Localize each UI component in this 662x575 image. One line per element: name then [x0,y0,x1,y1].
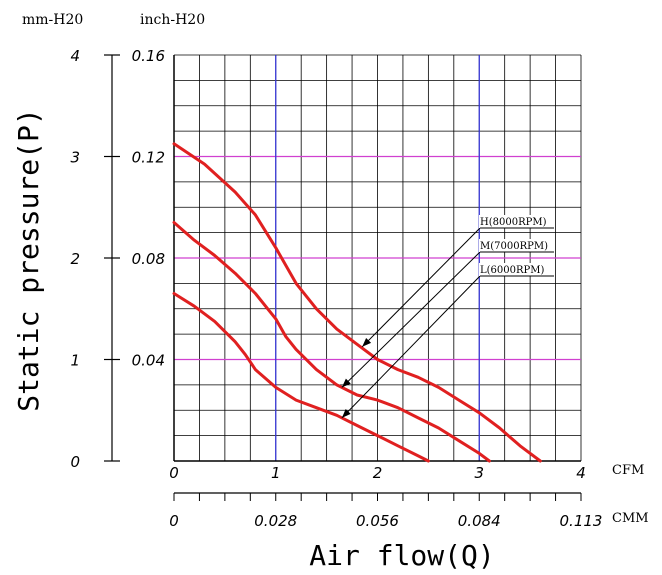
mm-tick-label: 3 [70,149,80,167]
cmm-tick-label: 0 [169,512,179,530]
annotation-label: L(6000RPM) [480,265,544,276]
cfm-tick-label: 4 [576,464,586,482]
cfm-unit-label: CFM [612,463,644,478]
annotation-arrowhead [341,409,351,418]
curve-m-7000rpm [172,221,491,463]
inch-tick-label: 0.16 [132,47,165,65]
mm-tick-label: 0 [70,453,80,471]
mm-tick-label: 4 [70,47,80,65]
cfm-tick-label: 2 [373,464,383,482]
annotation-label-bg [479,239,555,252]
annotation-arrowhead [362,338,372,347]
inch-tick-label: 0.08 [132,250,165,268]
cmm-tick-label: 0.113 [560,512,603,530]
axes [104,54,582,501]
annotation-label-bg [479,263,555,276]
unit-inch-label: inch-H20 [140,12,205,28]
mm-tick-label: 2 [70,250,80,268]
annotation-label-bg [479,215,555,228]
cfm-tick-label: 0 [169,464,179,482]
mm-tick-label: 1 [70,352,80,370]
cmm-tick-label: 0.028 [254,512,297,530]
annotation-leader [341,275,481,419]
tick-labels: 0 1 2 3 4 0 0.028 0.056 0.084 0.113 0 1 2 3 4 0.04 0.08 0… [70,47,602,530]
cmm-tick-label: 0.056 [356,512,399,530]
cfm-tick-label: 1 [271,464,281,482]
y-axis-title: Static pressure(P) [12,108,45,411]
annotations: H(8000RPM) M(7000RPM) L(6000RPM) [341,215,555,419]
annotation-label: M(7000RPM) [480,241,548,252]
annotation-leader [341,251,481,388]
inch-tick-label: 0.12 [132,149,165,167]
cmm-tick-label: 0.084 [458,512,501,530]
inch-tick-label: 0.04 [132,352,165,370]
cfm-tick-label: 3 [474,464,484,482]
curve-l-6000rpm [172,292,430,463]
curves [172,142,542,463]
annotation-label: H(8000RPM) [480,217,547,228]
unit-mm-label: mm-H20 [22,12,83,28]
cmm-unit-label: CMM [612,511,649,526]
x-axis-title: Air flow(Q) [309,539,494,572]
annotation-leader [361,227,481,348]
curve-h-8000rpm [172,142,542,463]
annotation-arrowhead [341,378,351,388]
